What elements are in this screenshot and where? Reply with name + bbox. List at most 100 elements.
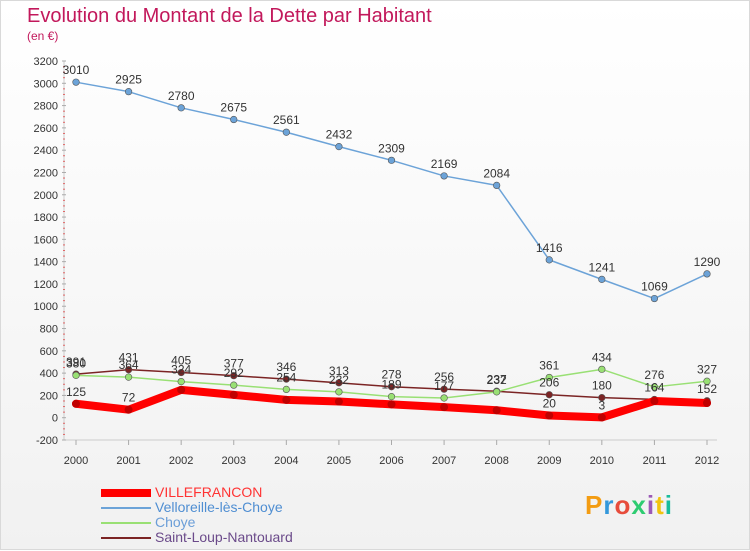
data-label: 2432 (326, 128, 353, 142)
y-tick-label: 600 (40, 346, 58, 358)
y-tick-label: 1200 (34, 279, 58, 291)
x-tick-label: 2005 (327, 455, 351, 467)
y-tick-label: 0 (52, 413, 58, 425)
chart-title: Evolution du Montant de la Dette par Hab… (27, 5, 432, 27)
data-point-0 (492, 406, 501, 415)
y-tick-label: 1600 (34, 234, 58, 246)
data-point-1 (387, 156, 396, 164)
data-label: 2561 (273, 113, 300, 127)
data-label: 177 (434, 379, 454, 393)
y-tick-label: -200 (36, 435, 58, 447)
data-point-0 (650, 396, 659, 405)
data-point-2 (545, 373, 553, 382)
data-label: 361 (539, 358, 559, 372)
legend-swatch (101, 522, 151, 524)
data-label: 2780 (168, 89, 195, 103)
data-label: 20 (543, 396, 557, 410)
data-label: 434 (592, 350, 612, 364)
data-point-2 (650, 383, 659, 391)
data-label: 292 (224, 366, 244, 380)
legend-swatch (101, 507, 151, 509)
data-point-3 (598, 394, 606, 402)
data-point-0 (703, 398, 711, 407)
data-point-1 (545, 256, 553, 264)
data-label: 254 (276, 370, 296, 384)
data-label: 72 (122, 391, 136, 405)
legend-label: Choye (155, 514, 196, 530)
x-tick-label: 2009 (537, 455, 561, 467)
logo-letter: i (664, 490, 673, 520)
y-tick-label: 800 (40, 324, 58, 336)
data-label: 380 (66, 356, 86, 370)
data-point-3 (177, 368, 185, 377)
data-label: 164 (644, 380, 664, 394)
data-point-3 (230, 372, 238, 380)
x-tick-label: 2008 (484, 455, 508, 467)
y-tick-label: 2400 (34, 145, 58, 157)
data-label: 377 (224, 357, 244, 371)
y-tick-label: 3200 (34, 56, 58, 68)
data-label: 313 (329, 364, 349, 378)
x-tick-label: 2001 (116, 455, 140, 467)
data-point-2 (598, 365, 606, 373)
legend-label: VILLEFRANCON (155, 484, 263, 500)
data-point-1 (440, 172, 448, 180)
logo-letter: x (631, 490, 647, 520)
data-point-3 (282, 375, 290, 383)
x-tick-label: 2010 (590, 455, 614, 467)
data-point-3 (387, 383, 396, 391)
y-tick-label: 3000 (34, 78, 58, 90)
data-label: 364 (119, 358, 139, 372)
x-tick-label: 2011 (643, 455, 667, 467)
chart-subtitle: (en €) (27, 29, 59, 43)
data-label: 125 (66, 385, 86, 399)
x-tick-label: 2007 (432, 455, 456, 467)
data-label: 3010 (63, 63, 90, 77)
data-point-2 (335, 388, 343, 396)
data-label: 2084 (483, 166, 510, 180)
data-point-0 (387, 400, 396, 409)
logo-letter: P (585, 490, 604, 520)
data-point-0 (545, 411, 554, 420)
logo-letter: t (655, 490, 665, 520)
data-point-1 (177, 104, 185, 112)
data-label: 431 (119, 351, 139, 365)
x-tick-label: 2004 (274, 455, 298, 467)
data-point-0 (229, 390, 238, 399)
data-point-0 (72, 399, 80, 408)
data-label: 256 (434, 370, 454, 384)
data-point-2 (493, 388, 501, 396)
y-tick-label: 400 (40, 368, 58, 380)
y-tick-label: 2000 (34, 190, 58, 202)
data-point-0 (440, 403, 449, 412)
data-label: 278 (381, 368, 401, 382)
logo-letter: o (614, 490, 632, 520)
data-label: 189 (381, 378, 401, 392)
data-point-2 (72, 371, 80, 379)
data-point-2 (177, 377, 185, 386)
legend-label: Saint-Loup-Nantouard (155, 529, 293, 545)
data-label: 2675 (220, 101, 247, 115)
y-tick-label: 1400 (34, 257, 58, 269)
x-tick-label: 2003 (222, 455, 246, 467)
x-tick-label: 2002 (169, 455, 193, 467)
data-point-1 (230, 115, 238, 124)
data-point-2 (703, 377, 711, 385)
x-tick-label: 2006 (379, 455, 403, 467)
data-label: 232 (329, 373, 349, 387)
data-point-2 (124, 373, 133, 381)
data-label: 391 (66, 355, 86, 369)
data-label: 1069 (641, 280, 668, 294)
data-point-1 (72, 78, 80, 86)
data-point-1 (598, 275, 606, 283)
proxiti-logo: Proxiti (585, 490, 673, 521)
data-point-1 (650, 294, 659, 303)
data-label: 405 (171, 354, 191, 368)
data-label: 3 (598, 398, 605, 412)
legend-swatch (101, 489, 151, 497)
logo-letter: i (646, 490, 656, 520)
data-point-0 (597, 413, 606, 422)
data-label: 1416 (536, 241, 563, 255)
